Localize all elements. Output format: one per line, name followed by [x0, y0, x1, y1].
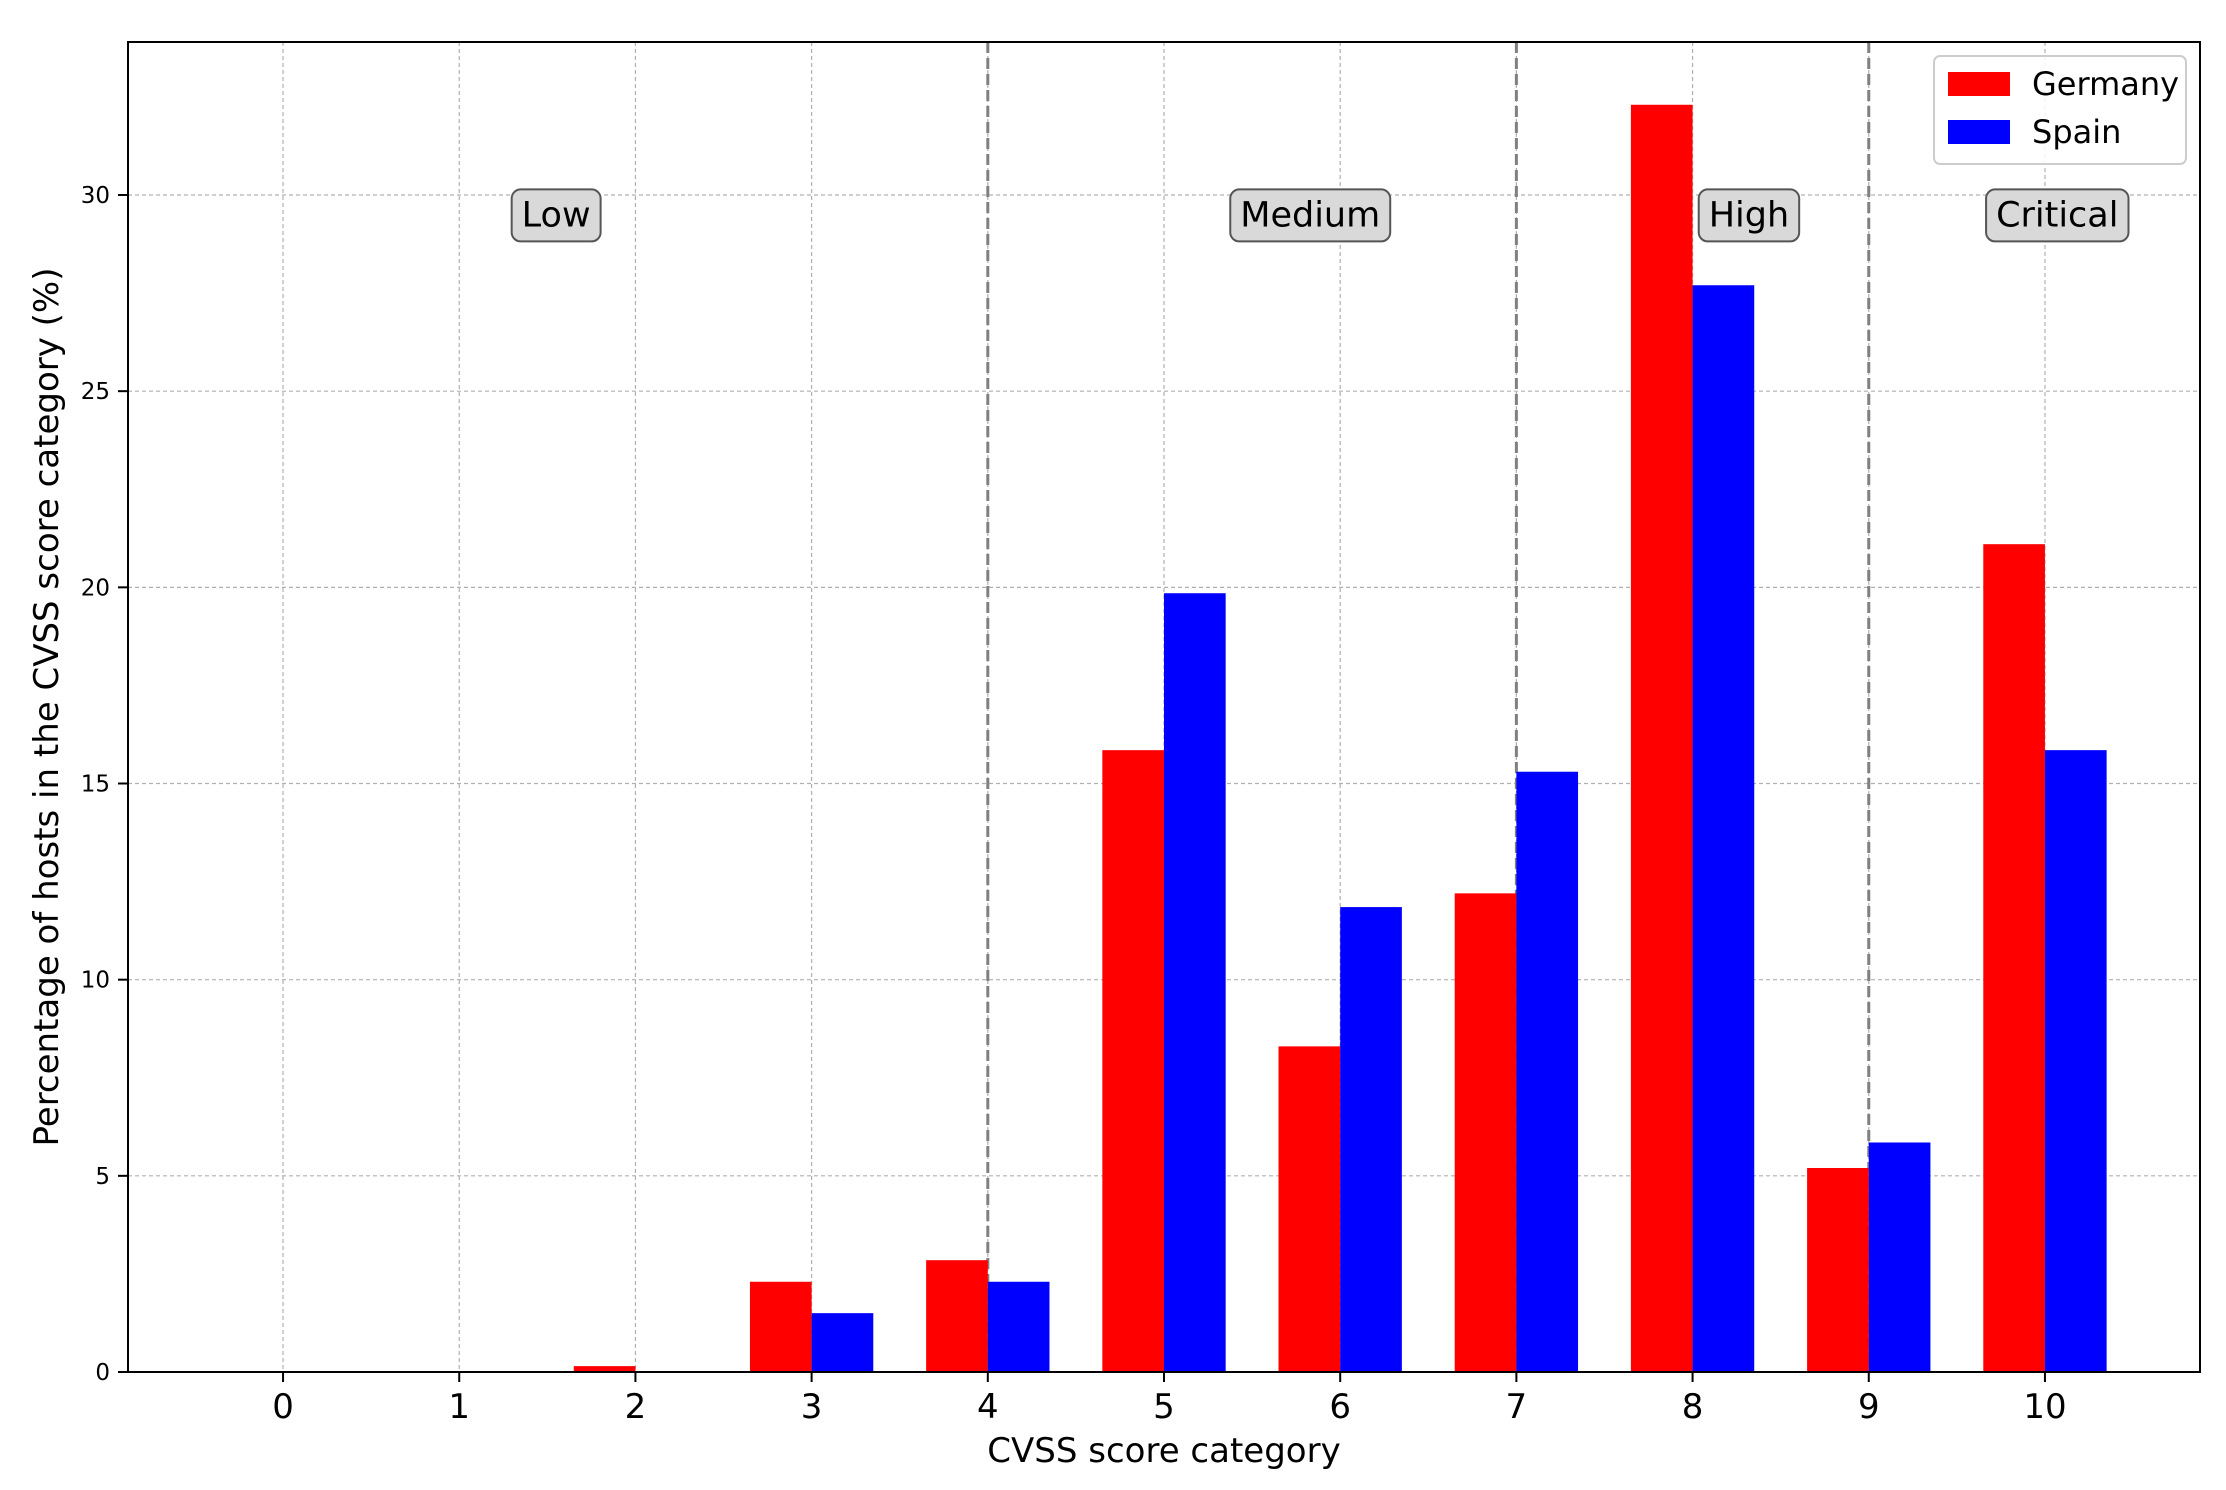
- region-label-text: Low: [522, 195, 591, 235]
- bar-spain-8: [1692, 285, 1755, 1372]
- region-label-low: Low: [510, 188, 602, 243]
- bar-germany-9: [1807, 1167, 1869, 1372]
- x-tick-label: 9: [1858, 1387, 1880, 1427]
- legend-label-germany: Germany: [2032, 65, 2179, 103]
- tick-layer: 0 1 2 3 4 5 6 7 8 9 10 0 5 10 15 20 25 30: [81, 183, 2067, 1427]
- x-tick-label: 5: [1153, 1387, 1175, 1427]
- x-tick-label: 7: [1506, 1387, 1528, 1427]
- bar-germany-10: [1983, 544, 2045, 1372]
- region-label-layer: Low Medium High Critical: [510, 188, 2130, 243]
- y-tick-label: 30: [81, 183, 110, 209]
- y-tick-label: 20: [81, 575, 110, 601]
- x-tick-label: 6: [1329, 1387, 1351, 1427]
- legend-swatch-germany: [1948, 72, 2010, 96]
- bar-germany-2: [573, 1366, 636, 1372]
- x-tick-label: 0: [272, 1387, 294, 1427]
- region-label-box: [1697, 188, 1801, 243]
- bar-germany-7: [1454, 893, 1517, 1372]
- bar-spain-6: [1340, 907, 1402, 1372]
- y-tick-label: 0: [95, 1360, 110, 1386]
- bar-spain-5: [1164, 593, 1226, 1372]
- bar-spain-3: [811, 1313, 874, 1372]
- y-tick-label: 5: [95, 1164, 110, 1190]
- region-label-critical: Critical: [1985, 188, 2130, 243]
- bar-spain-4: [987, 1281, 1050, 1372]
- x-tick-label: 1: [448, 1387, 470, 1427]
- region-label-text: Critical: [1996, 195, 2118, 235]
- bar-germany-3: [749, 1281, 812, 1372]
- x-tick-label: 2: [625, 1387, 647, 1427]
- bar-spain-7: [1516, 771, 1579, 1372]
- y-tick-label: 10: [81, 968, 110, 994]
- bar-germany-8: [1630, 104, 1693, 1373]
- bar-spain-9: [1868, 1142, 1931, 1372]
- x-tick-label: 8: [1682, 1387, 1704, 1427]
- bar-germany-5: [1102, 750, 1164, 1372]
- legend: Germany Spain: [1933, 55, 2187, 165]
- legend-swatch-spain: [1948, 120, 2010, 144]
- bar-spain-10: [2044, 750, 2107, 1372]
- x-tick-label: 10: [2023, 1387, 2066, 1427]
- region-label-text: Medium: [1240, 195, 1380, 235]
- y-tick-label: 25: [81, 379, 110, 405]
- x-axis-title: CVSS score category: [987, 1431, 1340, 1471]
- x-tick-label: 3: [801, 1387, 823, 1427]
- region-label-text: High: [1709, 195, 1789, 235]
- bar-germany-6: [1278, 1046, 1341, 1372]
- region-label-high: High: [1697, 188, 1801, 243]
- region-label-box: [1985, 188, 2130, 243]
- y-tick-label: 15: [81, 772, 110, 798]
- legend-label-spain: Spain: [2032, 113, 2121, 151]
- bar-germany-4: [926, 1260, 988, 1372]
- region-label-box: [1229, 188, 1392, 243]
- bar-layer: [573, 104, 2107, 1373]
- y-axis-title: Percentage of hosts in the CVSS score ca…: [27, 267, 67, 1146]
- region-label-box: [510, 188, 602, 243]
- region-label-medium: Medium: [1229, 188, 1392, 243]
- x-tick-label: 4: [977, 1387, 999, 1427]
